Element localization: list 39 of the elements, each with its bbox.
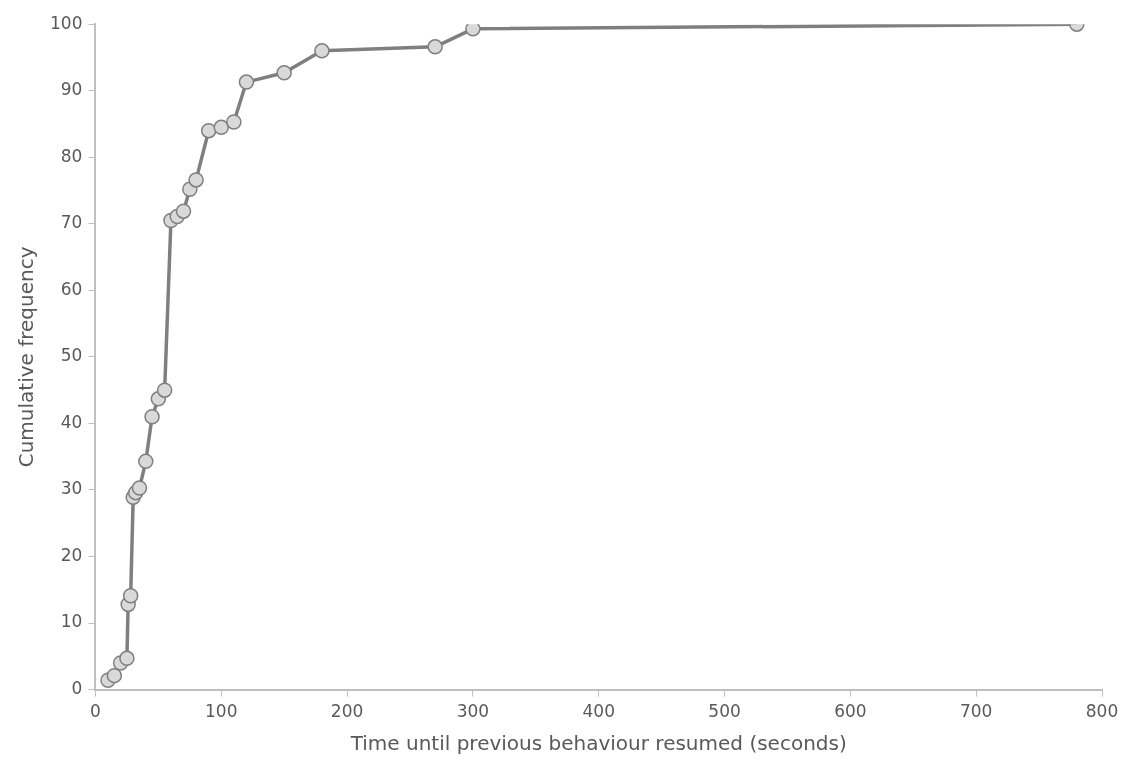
- y-tick-label: 50: [60, 345, 83, 366]
- x-tick-label: 600: [834, 701, 867, 722]
- y-tick-label: 20: [60, 544, 83, 565]
- point: [213, 119, 230, 136]
- point: [122, 588, 139, 604]
- x-tick-label: 400: [582, 701, 615, 722]
- y-tick-label: 10: [60, 611, 83, 632]
- point: [427, 39, 443, 55]
- point: [106, 667, 123, 684]
- x-tick-label: 100: [205, 701, 238, 722]
- point: [276, 65, 292, 81]
- y-tick-label: 40: [60, 411, 83, 432]
- y-tick-label: 30: [60, 478, 83, 499]
- x-tick-label: 800: [1085, 701, 1119, 722]
- y-axis-title: Cumulative frequency: [14, 246, 39, 468]
- x-tick-label: 200: [330, 701, 364, 722]
- point: [156, 382, 173, 398]
- y-tick-label: 70: [60, 212, 83, 233]
- point: [314, 43, 330, 59]
- x-tick-label: 0: [90, 701, 101, 722]
- point: [175, 203, 192, 219]
- point: [188, 172, 204, 188]
- y-tick-label: 100: [49, 12, 83, 33]
- x-tick-label: 500: [708, 701, 741, 722]
- point: [138, 453, 154, 470]
- point: [200, 122, 217, 139]
- point: [131, 480, 148, 496]
- point: [465, 24, 481, 37]
- x-axis-title: Time until previous behaviour resumed (seconds): [349, 731, 847, 756]
- point: [144, 409, 160, 425]
- point: [119, 650, 135, 667]
- y-tick-label: 90: [60, 79, 83, 100]
- y-tick-label: 0: [71, 678, 83, 699]
- x-tick-label: 300: [456, 701, 490, 722]
- y-tick-label: 80: [60, 145, 83, 166]
- x-tick-label: 700: [959, 701, 993, 722]
- point: [238, 74, 255, 90]
- point: [226, 114, 242, 130]
- y-tick-label: 60: [60, 278, 83, 299]
